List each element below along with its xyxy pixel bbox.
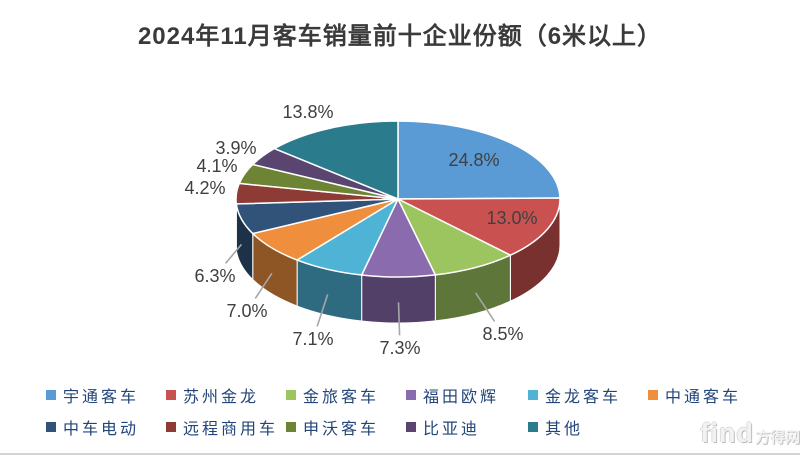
data-label-金旅客车: 8.5% — [482, 324, 523, 344]
pie-slice-宇通客车 — [397, 120, 561, 200]
watermark-brand: find — [700, 418, 754, 448]
data-label-其他: 13.8% — [282, 102, 333, 122]
chart-title: 2024年11月客车销量前十企业份额（6米以上） — [137, 23, 663, 50]
data-label-中通客车: 7.0% — [226, 301, 267, 321]
data-label-宇通客车: 24.8% — [448, 150, 499, 170]
watermark: find 方得网 — [701, 418, 800, 449]
data-label-远程商用车: 4.2% — [184, 178, 225, 198]
watermark-site: 方得网 — [754, 429, 800, 446]
pie-slice-苏州金龙 — [397, 197, 561, 256]
pie-slice-其他 — [273, 120, 399, 200]
data-label-福田欧辉: 7.3% — [379, 338, 420, 358]
label-leader-line — [254, 272, 273, 299]
data-label-比亚迪: 3.9% — [215, 138, 256, 158]
label-leader-line — [474, 292, 496, 322]
data-label-中车电动: 6.3% — [194, 266, 235, 286]
data-label-金龙客车: 7.1% — [292, 329, 333, 349]
data-label-申沃客车: 4.1% — [196, 156, 237, 176]
bottom-border — [0, 453, 800, 455]
label-leader-line — [397, 302, 401, 336]
label-leader-line — [316, 294, 329, 327]
label-leader-line — [224, 243, 243, 264]
data-label-苏州金龙: 13.0% — [486, 208, 537, 228]
